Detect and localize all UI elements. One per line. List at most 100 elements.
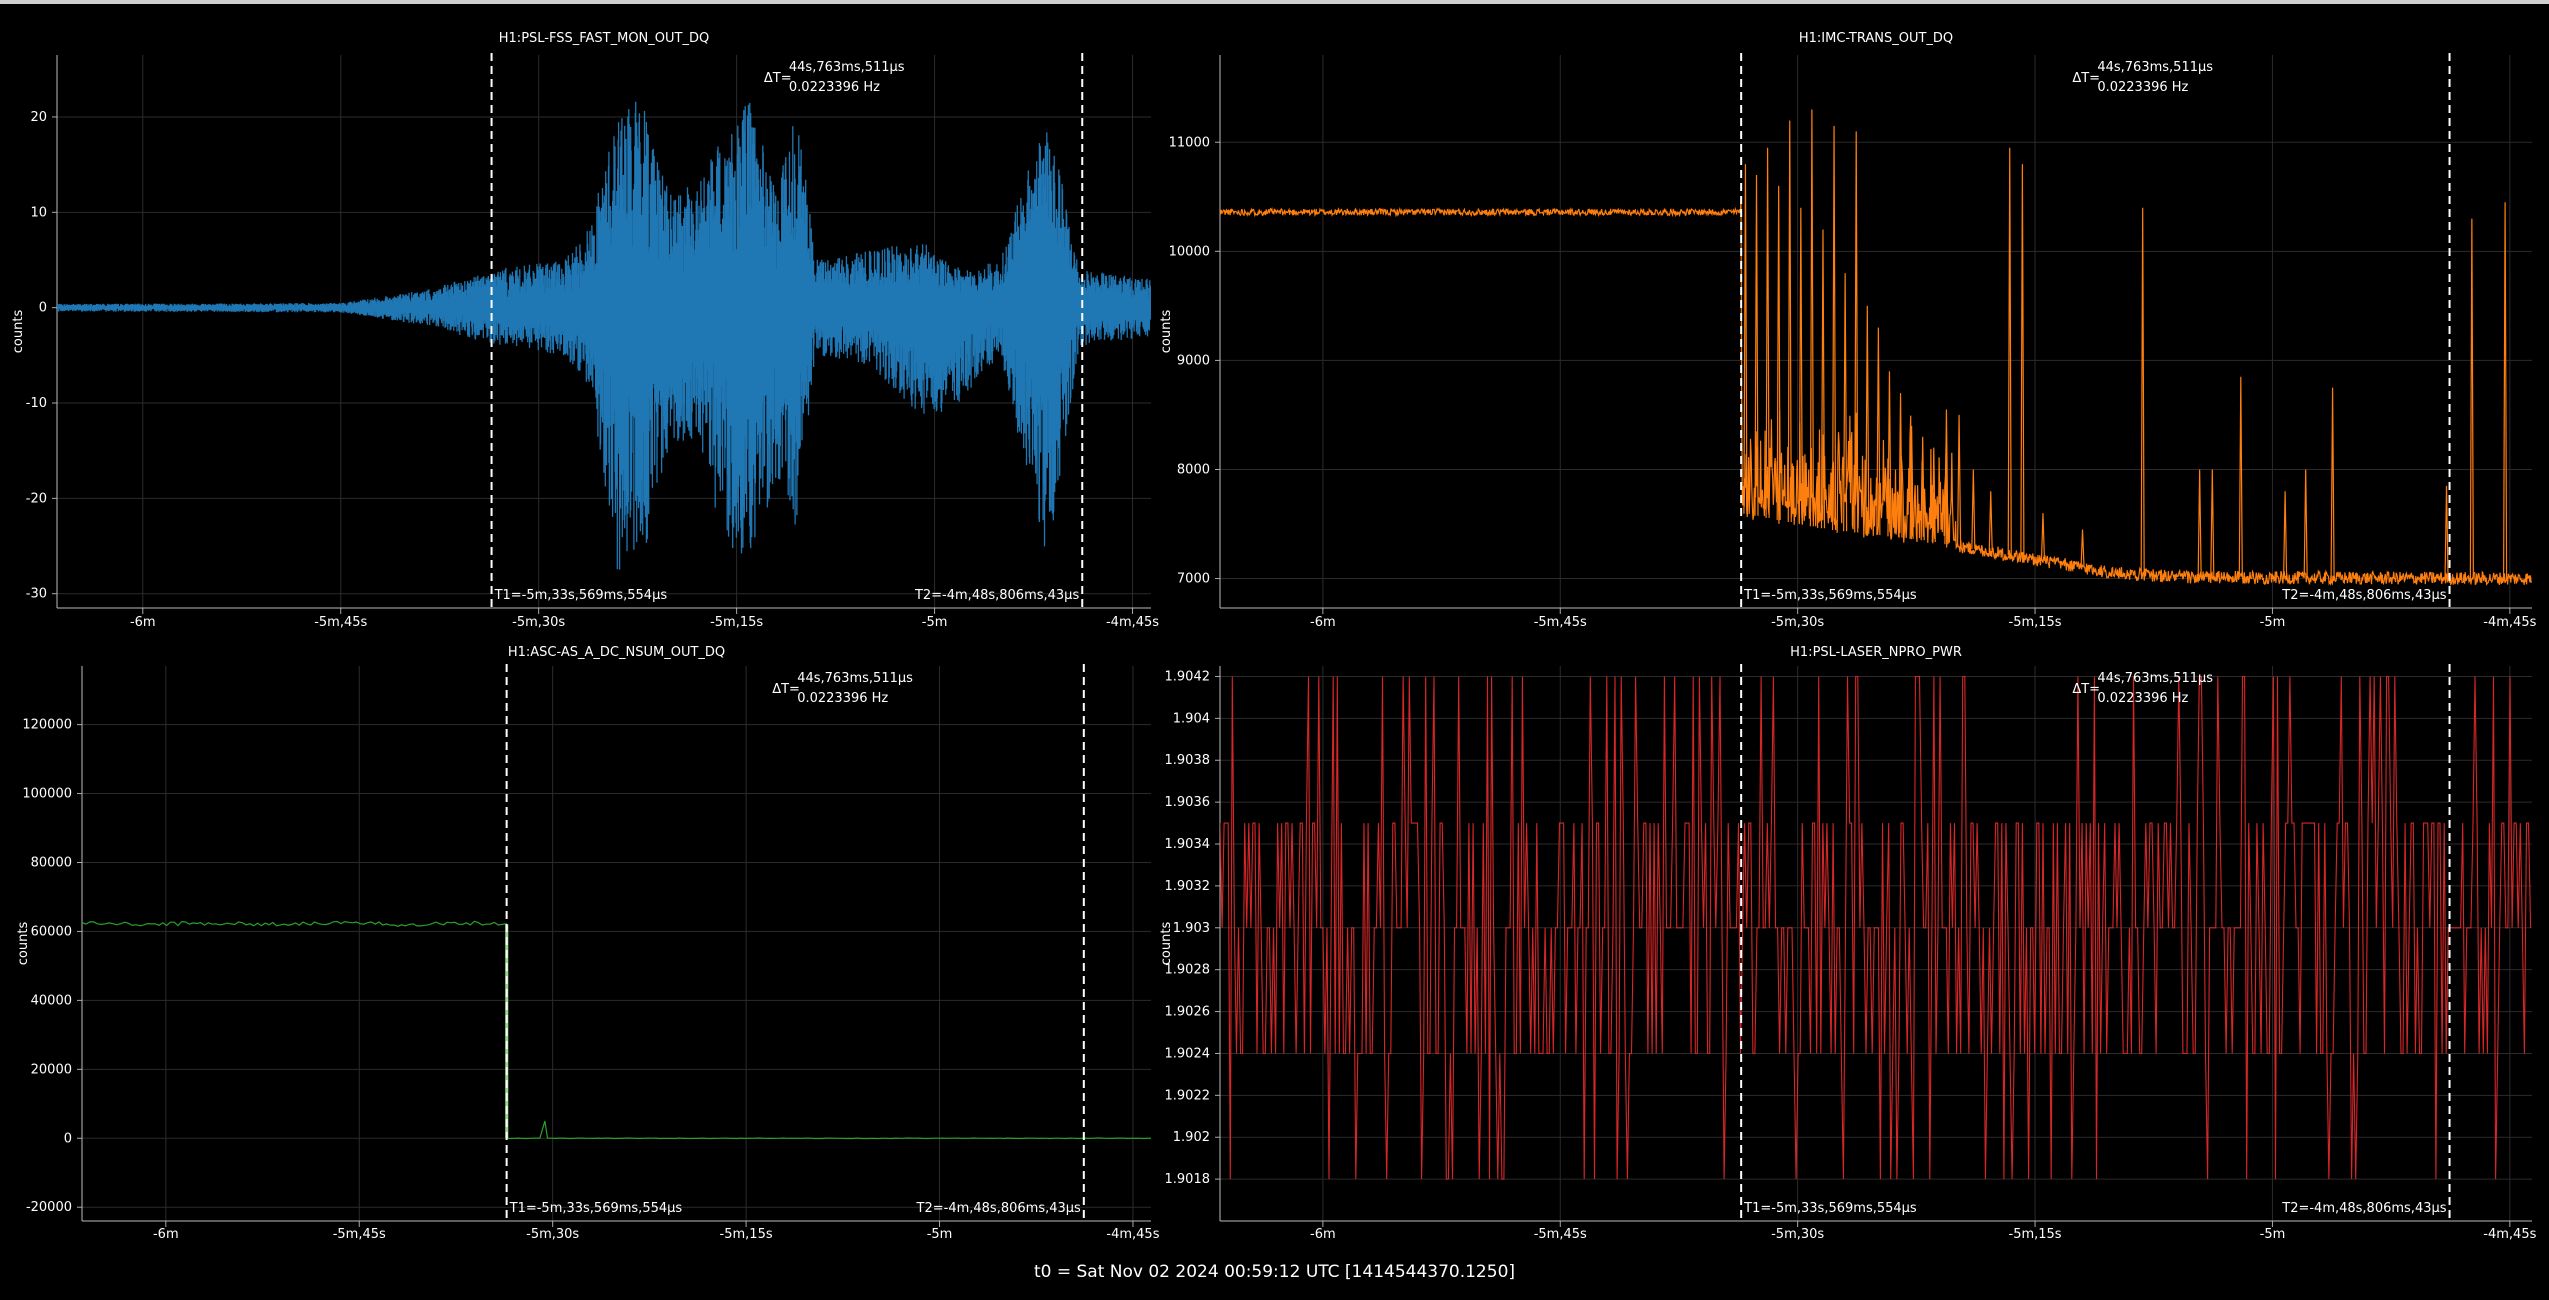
series-spike	[1956, 414, 1962, 547]
y-tick-label: 1.9024	[1165, 1046, 1211, 1061]
x-tick-label: -4m,45s	[1106, 1227, 1159, 1242]
series-spike	[2020, 164, 2025, 558]
top-border	[0, 0, 2549, 4]
series-spike	[1944, 409, 1949, 545]
y-tick-label: 120000	[22, 718, 72, 733]
delta-t-prefix: ΔT=	[764, 71, 792, 86]
series-spike	[2210, 469, 2215, 578]
y-tick-label: 0	[39, 301, 47, 316]
time-origin-label: t0 = Sat Nov 02 2024 00:59:12 UTC [14145…	[1033, 1262, 1516, 1282]
x-tick-label: -5m,45s	[314, 615, 367, 630]
plot-panel-2: -6m -5m,45s -5m,30s -5m,15s -5m -4m,45s 11000 1…	[1159, 31, 2537, 630]
x-tick-label: -5m,15s	[2009, 1227, 2062, 1242]
x-tick-label: -5m,30s	[1771, 1227, 1824, 1242]
delta-t-time: 44s,763ms,511µs	[2097, 60, 2213, 75]
series-line	[1220, 675, 2532, 1180]
series-spike	[1887, 371, 1892, 537]
series-spike	[2283, 491, 2288, 578]
series-line	[82, 920, 1151, 1140]
y-axis-label: counts	[16, 922, 31, 966]
y-tick-label: 1.9042	[1165, 669, 1211, 684]
series-line	[1220, 196, 2532, 587]
y-tick-label: -10	[26, 396, 47, 411]
x-tick-label: -4m,45s	[1106, 615, 1159, 630]
x-tick-label: -5m,15s	[2009, 615, 2062, 630]
series-spike	[2303, 469, 2308, 578]
delta-t-frequency: 0.0223396 Hz	[2097, 80, 2188, 95]
y-tick-label: 1.9022	[1165, 1088, 1211, 1103]
x-tick-label: -5m	[922, 615, 948, 630]
series-spike	[2330, 387, 2335, 578]
delta-t-time: 44s,763ms,511µs	[797, 671, 913, 686]
series-spike	[2080, 529, 2085, 568]
series-spike	[1854, 131, 1859, 533]
series-spike	[2238, 376, 2243, 578]
x-tick-label: -5m,30s	[512, 615, 565, 630]
x-tick-label: -4m,45s	[2483, 1227, 2536, 1242]
y-tick-label: 7000	[1177, 572, 1210, 587]
chart-title: H1:PSL-FSS_FAST_MON_OUT_DQ	[499, 31, 709, 46]
x-tick-label: -6m	[130, 615, 156, 630]
cursor-t1-label: T1=-5m,33s,569ms,554µs	[509, 1201, 683, 1216]
y-tick-label: 1.9034	[1165, 837, 1211, 852]
x-tick-label: -5m	[927, 1227, 953, 1242]
series-spike	[1820, 229, 1826, 529]
series-spike	[1920, 436, 1925, 541]
series-spike	[1787, 120, 1792, 523]
y-tick-label: 1.9028	[1165, 963, 1211, 978]
series-spike	[1988, 491, 1993, 552]
y-tick-label: 1.904	[1173, 711, 1210, 726]
series-spike	[2503, 202, 2508, 579]
series-group	[1220, 109, 2532, 587]
y-tick-label: 0	[64, 1131, 72, 1146]
y-tick-label: 40000	[31, 993, 72, 1008]
cursor-t2-label: T2=-4m,48s,806ms,43µs	[916, 1201, 1082, 1216]
series-spike	[1843, 273, 1848, 532]
series-spike	[1909, 425, 1914, 539]
y-tick-label: 10000	[1169, 244, 1210, 259]
y-tick-label: -30	[26, 587, 47, 602]
y-tick-label: 80000	[31, 855, 72, 870]
x-tick-label: -5m,45s	[333, 1227, 386, 1242]
plot-panel-4: -6m -5m,45s -5m,30s -5m,15s -5m -4m,45s 1.9042…	[1159, 645, 2537, 1242]
series-spike	[1765, 147, 1770, 518]
y-axis-label: counts	[1159, 310, 1174, 354]
x-tick-label: -5m,15s	[710, 615, 763, 630]
y-tick-label: 20000	[31, 1062, 72, 1077]
series-group	[57, 101, 1151, 570]
y-tick-label: 11000	[1169, 135, 1210, 150]
x-tick-label: -5m,30s	[1771, 615, 1824, 630]
y-tick-label: 1.9036	[1165, 795, 1211, 810]
series-spike	[1809, 109, 1814, 527]
series-spike	[2197, 469, 2202, 578]
y-tick-label: 10	[30, 205, 47, 220]
series-spike	[1931, 447, 1936, 543]
delta-t-time: 44s,763ms,511µs	[2097, 671, 2213, 686]
x-tick-label: -6m	[153, 1227, 179, 1242]
y-tick-label: 1.9038	[1165, 753, 1211, 768]
x-tick-label: -6m	[1310, 615, 1336, 630]
y-tick-label: 9000	[1177, 353, 1210, 368]
series-group	[1220, 675, 2532, 1180]
y-tick-label: 1.902	[1173, 1130, 1210, 1145]
cursor-t2-label: T2=-4m,48s,806ms,43µs	[2281, 1201, 2447, 1216]
series-spike	[1971, 469, 1976, 549]
series-spike	[1754, 174, 1759, 516]
series-spike	[2140, 207, 2145, 575]
y-tick-label: -20	[26, 491, 47, 506]
y-tick-label: 1.9018	[1165, 1172, 1211, 1187]
cursor-t2-label: T2=-4m,48s,806ms,43µs	[914, 588, 1080, 603]
plot-panel-3: -6m -5m,45s -5m,30s -5m,15s -5m -4m,45s 120000…	[16, 645, 1160, 1242]
delta-t-frequency: 0.0223396 Hz	[789, 80, 880, 95]
delta-t-prefix: ΔT=	[772, 682, 800, 697]
series-spike	[1865, 305, 1870, 534]
series-spike	[2007, 147, 2012, 556]
y-tick-label: 8000	[1177, 462, 1210, 477]
y-tick-label: 1.903	[1173, 921, 1210, 936]
y-tick-label: 1.9032	[1165, 879, 1211, 894]
x-tick-label: -4m,45s	[2483, 615, 2536, 630]
x-tick-label: -5m,45s	[1534, 615, 1587, 630]
y-tick-label: -20000	[26, 1200, 72, 1215]
series-spike	[2040, 513, 2046, 561]
